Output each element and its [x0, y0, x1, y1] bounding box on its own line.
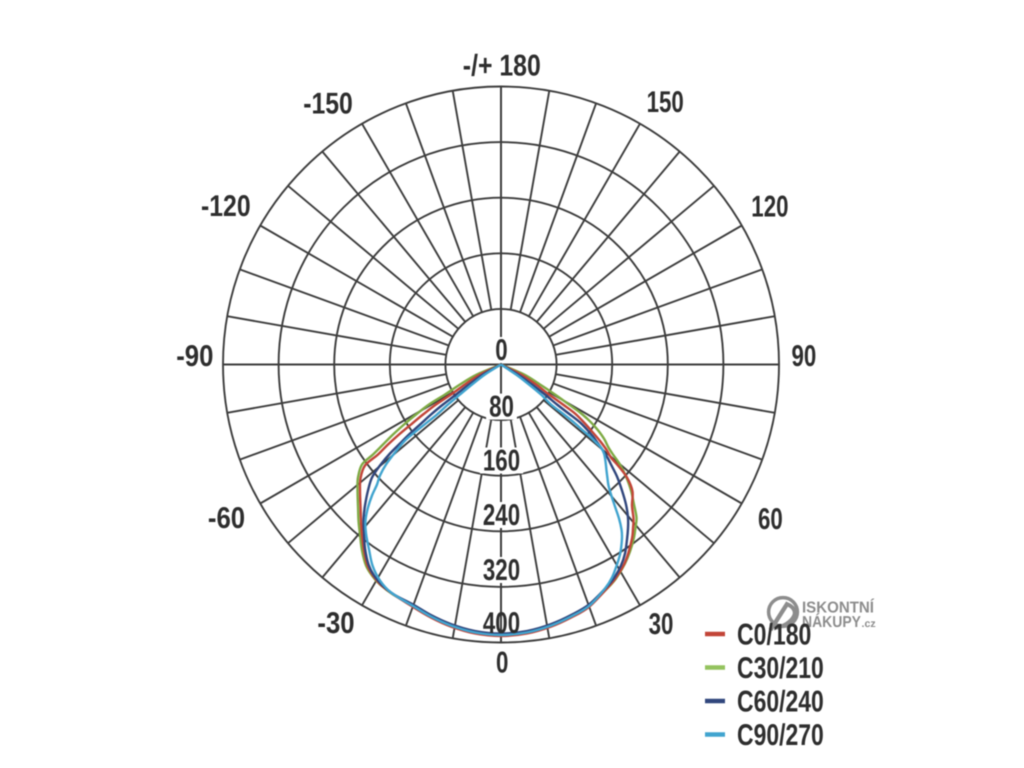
svg-text:-90: -90 [176, 340, 213, 373]
svg-text:120: 120 [751, 191, 788, 224]
svg-text:60: 60 [758, 503, 783, 536]
svg-text:ISKONTNÍ: ISKONTNÍ [802, 599, 875, 617]
svg-text:C60/240: C60/240 [737, 686, 824, 719]
svg-text:-120: -120 [201, 190, 251, 223]
svg-text:.cz: .cz [862, 618, 876, 630]
svg-text:NÁKUPY: NÁKUPY [802, 613, 861, 631]
svg-text:320: 320 [483, 554, 520, 587]
svg-text:-150: -150 [303, 87, 353, 120]
svg-text:400: 400 [483, 607, 520, 640]
svg-text:160: 160 [483, 445, 520, 478]
svg-text:C90/270: C90/270 [737, 719, 824, 752]
svg-text:-/+ 180: -/+ 180 [463, 50, 541, 83]
svg-text:240: 240 [483, 499, 520, 532]
svg-text:0: 0 [495, 334, 507, 367]
svg-text:C30/210: C30/210 [737, 652, 824, 685]
svg-text:90: 90 [792, 340, 817, 373]
svg-text:150: 150 [647, 86, 684, 119]
svg-text:-60: -60 [208, 502, 245, 535]
svg-text:80: 80 [489, 391, 514, 424]
svg-text:-30: -30 [317, 607, 354, 640]
svg-text:C0/180: C0/180 [737, 619, 811, 652]
svg-text:30: 30 [649, 608, 674, 641]
svg-text:0: 0 [496, 647, 508, 680]
